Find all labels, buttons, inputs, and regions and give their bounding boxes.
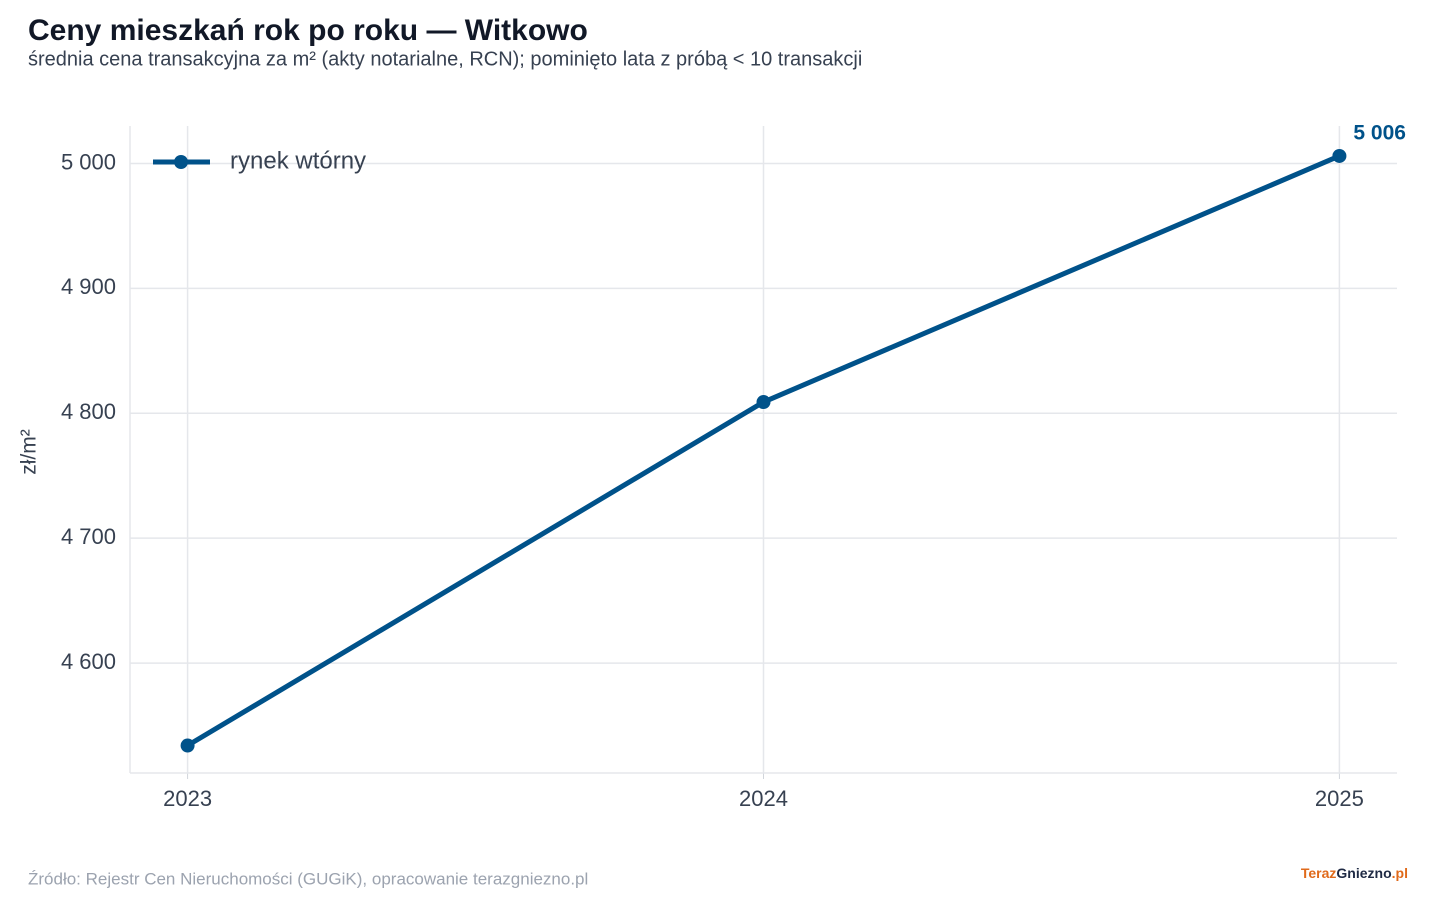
legend-marker — [174, 155, 188, 169]
x-tick-label: 2024 — [739, 786, 788, 811]
logo-part: Gniezno — [1336, 865, 1391, 881]
y-axis-label: zł/m² — [18, 429, 41, 475]
data-point — [180, 738, 195, 753]
x-tick-label: 2023 — [163, 786, 212, 811]
source-note: Źródło: Rejestr Cen Nieruchomości (GUGiK… — [28, 869, 588, 888]
logo-part: Teraz — [1301, 865, 1337, 881]
logo-part: .pl — [1392, 865, 1408, 881]
legend-label: rynek wtórny — [230, 147, 366, 174]
y-tick-label: 4 800 — [61, 399, 116, 424]
y-tick-label: 5 000 — [61, 149, 116, 174]
chart-title: Ceny mieszkań rok po roku — Witkowo — [28, 14, 588, 47]
y-tick-label: 4 900 — [61, 274, 116, 299]
data-point — [756, 395, 771, 410]
chart-subtitle: średnia cena transakcyjna za m² (akty no… — [28, 48, 862, 70]
y-tick-label: 4 600 — [61, 649, 116, 674]
data-label: 5 006 — [1353, 122, 1406, 145]
y-tick-label: 4 700 — [61, 524, 116, 549]
data-point — [1332, 148, 1347, 163]
x-tick-label: 2025 — [1315, 786, 1364, 811]
logo: TerazGniezno.pl — [1301, 865, 1408, 881]
